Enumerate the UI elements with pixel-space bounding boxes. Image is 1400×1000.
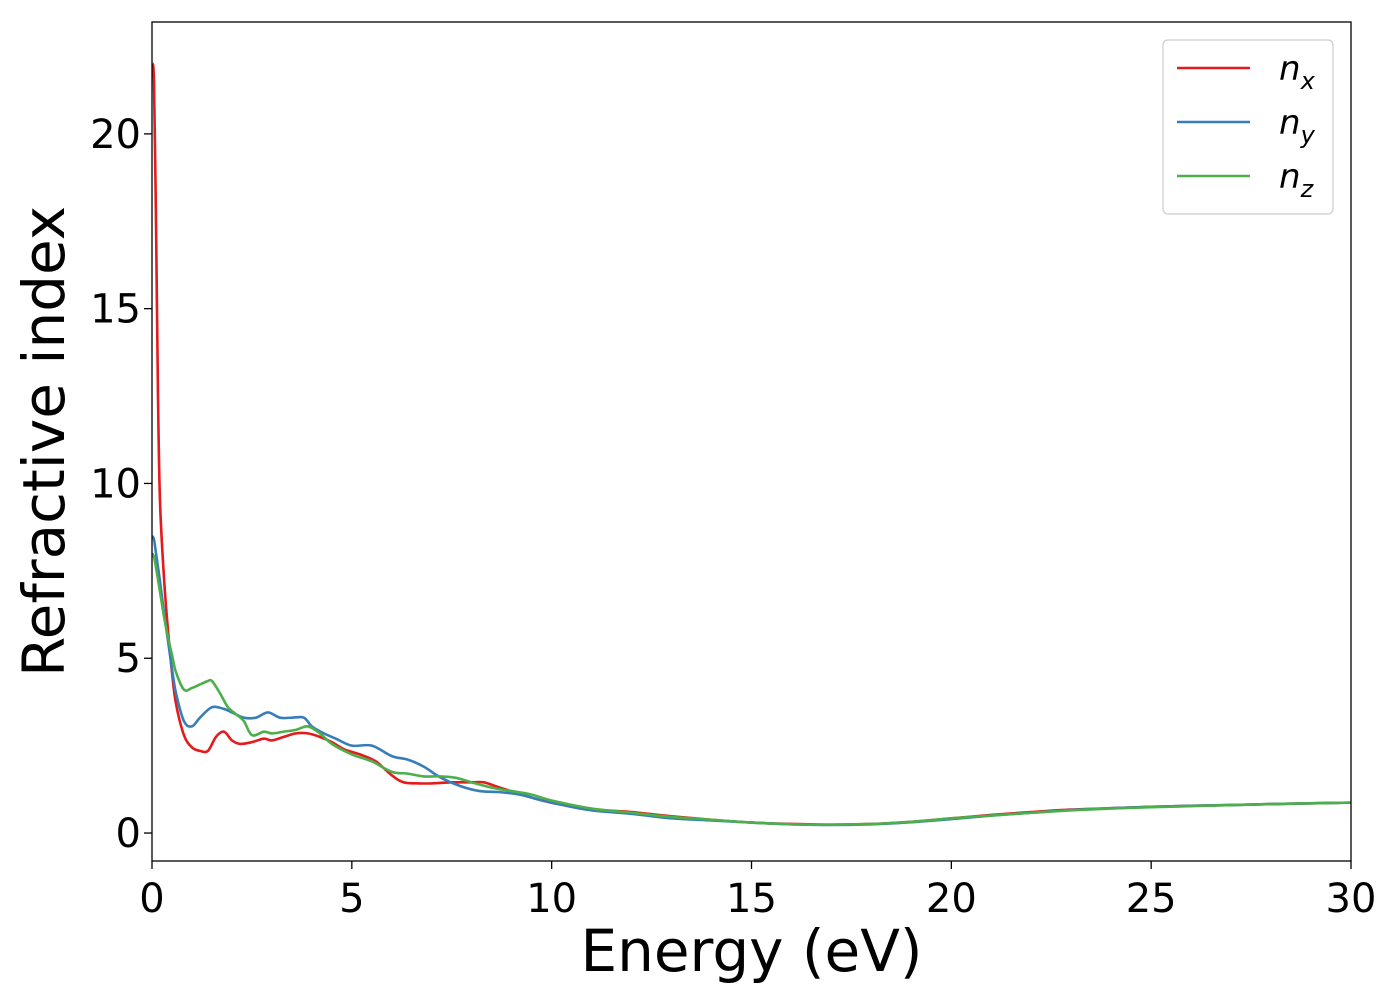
- x-tick-label: 20: [926, 876, 977, 922]
- legend-item-z: nz: [1177, 157, 1315, 203]
- y-tick-label: 15: [90, 287, 141, 333]
- x-tick-label: 0: [139, 876, 164, 922]
- y-tick-label: 5: [116, 636, 141, 682]
- legend-label: ny: [1279, 103, 1316, 149]
- x-tick-label: 5: [339, 876, 364, 922]
- plot-area: [152, 62, 1351, 827]
- legend-item-x: nx: [1177, 49, 1316, 95]
- y-axis-title: Refractive index: [10, 206, 78, 677]
- legend: nx ny nz: [1162, 39, 1334, 215]
- y-axis: 0 5 10 15 20: [90, 112, 152, 857]
- series-line-y: [152, 535, 1351, 827]
- legend-label: nz: [1279, 157, 1315, 203]
- x-tick-label: 25: [1126, 876, 1177, 922]
- y-tick-label: 10: [90, 461, 141, 507]
- x-tick-label: 15: [726, 876, 777, 922]
- x-axis: 0 5 10 15 20 25 30: [139, 861, 1376, 922]
- legend-label: nx: [1279, 49, 1316, 95]
- x-tick-label: 30: [1326, 876, 1377, 922]
- x-tick-label: 10: [526, 876, 577, 922]
- legend-item-y: ny: [1177, 103, 1316, 149]
- series-line-z: [152, 552, 1351, 826]
- y-tick-label: 0: [116, 811, 141, 857]
- y-tick-label: 20: [90, 112, 141, 158]
- legend-box: [1162, 39, 1334, 215]
- x-axis-title: Energy (eV): [580, 917, 922, 985]
